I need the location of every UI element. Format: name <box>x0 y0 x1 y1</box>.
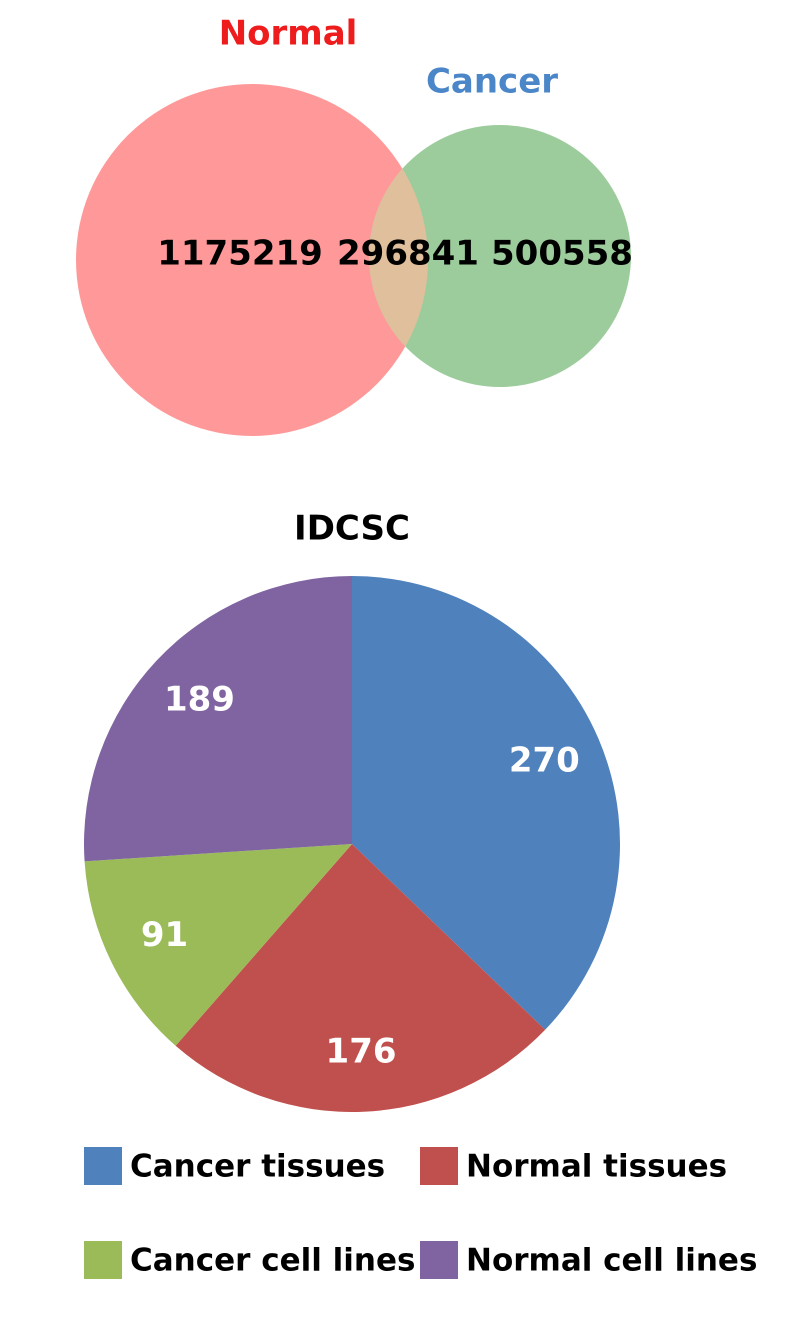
legend-swatch <box>420 1147 458 1185</box>
slice-label: 189 <box>164 680 235 720</box>
pie-slice <box>352 576 621 1030</box>
legend-label: Normal tissues <box>466 1149 727 1185</box>
pie-slice <box>84 576 353 862</box>
chart-title: IDCSC <box>294 509 410 549</box>
slice-label: 270 <box>509 741 580 781</box>
legend-swatch <box>84 1241 122 1279</box>
venn-set-label: Normal <box>219 14 358 54</box>
legend-label: Normal cell lines <box>466 1243 757 1279</box>
slice-label: 91 <box>141 915 188 955</box>
venn-value: 500558 <box>491 234 633 274</box>
venn-set <box>369 125 631 387</box>
legend-label: Cancer tissues <box>130 1149 385 1185</box>
legend-label: Cancer cell lines <box>130 1243 415 1279</box>
pie-slice <box>84 844 353 1046</box>
venn-value: 296841 <box>337 234 479 274</box>
venn-set <box>76 84 428 436</box>
legend-swatch <box>420 1241 458 1279</box>
venn-value: 1175219 <box>157 234 323 274</box>
venn-set-label: Cancer <box>426 62 558 102</box>
slice-label: 176 <box>326 1031 397 1071</box>
pie-slice <box>175 844 546 1112</box>
legend-swatch <box>84 1147 122 1185</box>
